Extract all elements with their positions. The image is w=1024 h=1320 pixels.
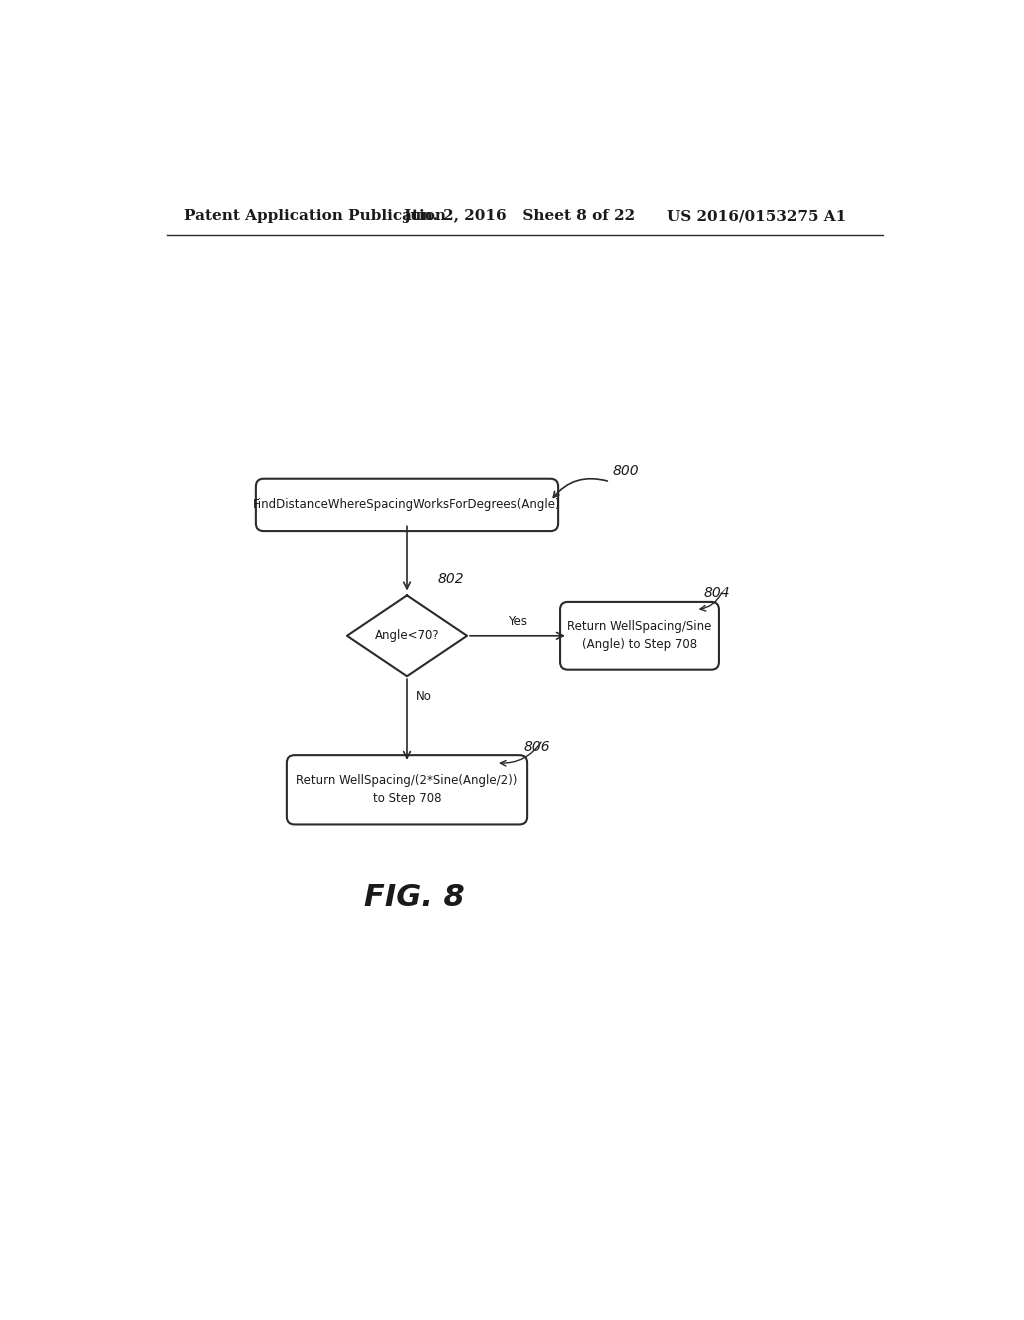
Text: 804: 804 [703,586,730,601]
Text: No: No [417,690,432,704]
Text: FindDistanceWhereSpacingWorksForDegrees(Angle): FindDistanceWhereSpacingWorksForDegrees(… [253,499,561,511]
Text: Jun. 2, 2016   Sheet 8 of 22: Jun. 2, 2016 Sheet 8 of 22 [403,209,635,223]
FancyBboxPatch shape [256,479,558,531]
Text: 800: 800 [612,463,639,478]
FancyBboxPatch shape [560,602,719,669]
Polygon shape [347,595,467,676]
Text: Angle<70?: Angle<70? [375,630,439,643]
Text: Return WellSpacing/(2*Sine(Angle/2))
to Step 708: Return WellSpacing/(2*Sine(Angle/2)) to … [296,775,518,805]
Text: Yes: Yes [508,615,527,628]
FancyBboxPatch shape [287,755,527,825]
Text: FIG. 8: FIG. 8 [365,883,465,912]
Text: 806: 806 [523,739,550,754]
Text: Patent Application Publication: Patent Application Publication [183,209,445,223]
Text: US 2016/0153275 A1: US 2016/0153275 A1 [667,209,846,223]
Text: Return WellSpacing/Sine
(Angle) to Step 708: Return WellSpacing/Sine (Angle) to Step … [567,620,712,651]
Text: 802: 802 [438,572,465,586]
